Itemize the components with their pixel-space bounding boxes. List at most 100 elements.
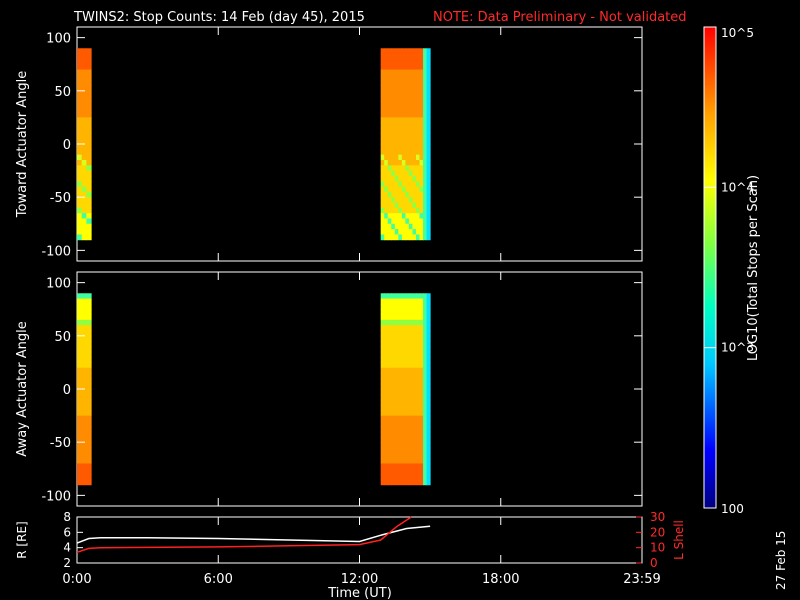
heat-cell <box>387 48 392 55</box>
heat-cell <box>77 394 83 401</box>
heat-cell <box>86 309 92 316</box>
heat-cell <box>408 367 413 374</box>
ytick-right-label: 20 <box>650 525 665 539</box>
heat-cell <box>81 197 87 203</box>
heat-cell <box>77 122 83 129</box>
heat-cell <box>86 399 92 406</box>
heat-cell <box>394 325 399 331</box>
heat-cell <box>401 319 406 326</box>
heat-cell <box>380 80 385 86</box>
heat-cell <box>391 319 396 326</box>
heat-cell <box>81 165 87 172</box>
heat-cell <box>423 426 428 433</box>
heat-cell <box>387 479 392 486</box>
heat-cell <box>86 106 92 113</box>
heat-cell <box>401 346 406 353</box>
heat-cell <box>426 165 431 172</box>
heat-cell <box>394 138 399 145</box>
heat-cell <box>408 346 413 353</box>
heat-cell <box>401 229 406 235</box>
heat-cell <box>77 309 83 316</box>
heat-cell <box>419 357 424 363</box>
heat-cell <box>405 468 410 475</box>
heat-cell <box>423 106 428 113</box>
heat-cell <box>86 133 92 140</box>
heat-cell <box>384 69 389 76</box>
heat-cell <box>426 181 431 188</box>
heat-cell <box>394 80 399 86</box>
heat-cell <box>394 218 399 225</box>
heat-cell <box>423 330 428 337</box>
heat-cell <box>405 367 410 374</box>
ytick-label: 50 <box>54 330 71 345</box>
heat-cell <box>387 474 392 480</box>
heat-cell <box>426 458 431 464</box>
heat-cell <box>77 154 83 161</box>
heat-cell <box>398 341 403 347</box>
heat-cell <box>380 373 385 379</box>
heat-cell <box>401 431 406 438</box>
heat-cell <box>384 106 389 113</box>
heat-cell <box>405 415 410 422</box>
heat-cell <box>405 319 410 326</box>
heat-cell <box>401 351 406 358</box>
heat-cell <box>394 122 399 129</box>
heat-cell <box>391 335 396 342</box>
heat-cell <box>77 431 83 438</box>
heat-cell <box>416 213 421 219</box>
heat-cell <box>408 80 413 86</box>
heat-cell <box>391 165 396 172</box>
heat-cell <box>86 378 92 385</box>
heat-cell <box>426 122 431 129</box>
heat-cell <box>77 436 83 443</box>
heat-cell <box>81 479 87 486</box>
heat-cell <box>391 399 396 406</box>
heat-cell <box>81 431 87 438</box>
heat-cell <box>384 170 389 177</box>
heat-cell <box>405 138 410 145</box>
heat-cell <box>387 229 392 235</box>
heat-cell <box>391 415 396 422</box>
heat-cell <box>77 330 83 337</box>
heat-cell <box>81 357 87 363</box>
heat-cell <box>401 58 406 65</box>
heat-cell <box>391 154 396 161</box>
heat-cell <box>387 186 392 193</box>
heat-cell <box>408 133 413 140</box>
orbit-ylabel-left: R [RE] <box>15 521 29 558</box>
heat-cell <box>398 468 403 475</box>
heat-cell <box>86 170 92 177</box>
heat-cell <box>86 319 92 326</box>
ytick-label: 100 <box>46 32 71 47</box>
heat-cell <box>423 452 428 459</box>
heat-cell <box>86 442 92 448</box>
heat-cell <box>391 234 396 241</box>
heat-cell <box>387 335 392 342</box>
ytick-right-label: 0 <box>650 556 658 570</box>
heat-cell <box>405 463 410 470</box>
heat-cell <box>387 362 392 369</box>
heat-cell <box>423 442 428 448</box>
heat-cell <box>398 479 403 486</box>
heat-cell <box>77 202 83 209</box>
heat-cell <box>387 357 392 363</box>
heat-cell <box>391 96 396 102</box>
heat-cell <box>391 144 396 150</box>
heat-cell <box>387 399 392 406</box>
heat-cell <box>384 229 389 235</box>
heat-cell <box>387 458 392 464</box>
heat-cell <box>426 101 431 108</box>
heat-cell <box>380 218 385 225</box>
heat-cell <box>384 223 389 230</box>
heat-cell <box>391 53 396 60</box>
heat-cell <box>81 442 87 448</box>
heat-cell <box>387 373 392 379</box>
heat-cell <box>419 181 424 188</box>
heat-cell <box>384 117 389 124</box>
heat-cell <box>419 229 424 235</box>
heat-cell <box>416 80 421 86</box>
heat-cell <box>394 112 399 118</box>
heat-cell <box>380 122 385 129</box>
heat-cell <box>384 346 389 353</box>
heat-cell <box>405 399 410 406</box>
